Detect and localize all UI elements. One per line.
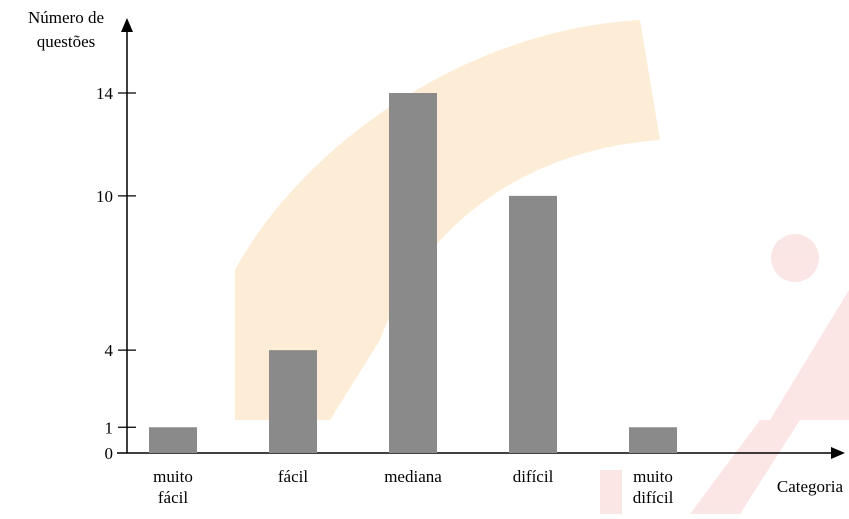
x-tick-label-1-0: fácil — [278, 467, 308, 486]
bar-4 — [629, 427, 677, 453]
y-tick-label-1: 1 — [105, 418, 114, 437]
bar-2 — [389, 93, 437, 453]
x-axis-arrow — [831, 447, 845, 459]
y-axis-title-line-1: questões — [37, 32, 96, 51]
x-tick-label-0-1: fácil — [158, 488, 188, 507]
bars-group — [149, 93, 677, 453]
y-axis-arrow — [121, 18, 133, 32]
y-axis-title-line-0: Número de — [28, 8, 104, 27]
x-tick-label-4-0: muito — [633, 467, 673, 486]
y-tick-label-10: 10 — [96, 187, 113, 206]
y-tick-label-14: 14 — [96, 84, 114, 103]
y-tick-label-0: 0 — [105, 444, 114, 463]
x-tick-label-3-0: difícil — [513, 467, 554, 486]
x-tick-label-4-1: difícil — [633, 488, 674, 507]
x-axis-title: Categoria — [777, 477, 844, 496]
bar-0 — [149, 427, 197, 453]
y-tick-label-4: 4 — [105, 341, 114, 360]
bar-1 — [269, 350, 317, 453]
x-tick-label-0-0: muito — [153, 467, 193, 486]
x-tick-label-2-0: mediana — [384, 467, 442, 486]
watermark-logo — [235, 20, 849, 514]
bar-3 — [509, 195, 557, 453]
axes-group — [117, 18, 845, 459]
